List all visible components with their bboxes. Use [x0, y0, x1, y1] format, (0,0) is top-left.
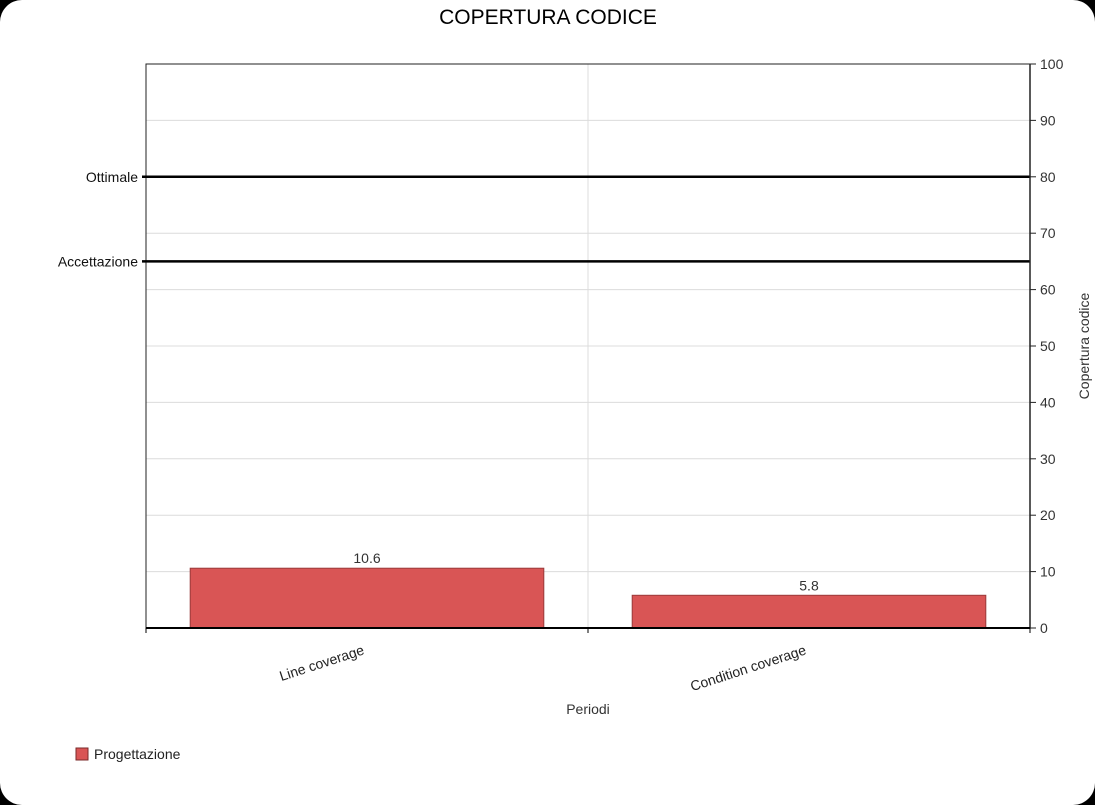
data-label-bg — [347, 550, 387, 568]
data-label: 10.6 — [353, 550, 380, 566]
y-axis-ticks: 0 10 20 30 40 50 60 70 80 90 100 — [1029, 56, 1064, 636]
x-tick-label: Condition coverage — [688, 642, 808, 695]
y-tick-label: 20 — [1040, 507, 1056, 523]
y-tick-label: 100 — [1040, 56, 1064, 72]
chart-title: COPERTURA CODICE — [439, 6, 657, 29]
reference-line-label: Accettazione — [58, 253, 138, 269]
reference-lines: Ottimale Accettazione — [58, 169, 1030, 269]
y-tick-label: 0 — [1040, 620, 1048, 636]
x-tick-label: Line coverage — [277, 642, 366, 684]
y-tick-label: 50 — [1040, 338, 1056, 354]
y-tick-label: 90 — [1040, 112, 1056, 128]
y-tick-label: 60 — [1040, 282, 1056, 298]
legend-swatch — [75, 747, 89, 761]
y-tick-label: 10 — [1040, 564, 1056, 580]
y-axis-label: Copertura codice — [1076, 292, 1092, 399]
y-tick-label: 80 — [1040, 169, 1056, 185]
reference-line-label: Ottimale — [86, 169, 138, 185]
legend-label: Progettazione — [94, 746, 181, 762]
bars: 10.6 5.8 — [189, 550, 987, 629]
y-tick-label: 70 — [1040, 225, 1056, 241]
y-tick-label: 30 — [1040, 451, 1056, 467]
data-label-bg — [789, 577, 829, 595]
bar — [631, 594, 987, 629]
x-axis-label: Periodi — [566, 701, 610, 717]
grid — [146, 64, 1030, 628]
x-axis: Line coverage Condition coverage — [145, 627, 1031, 695]
legend: Progettazione — [75, 746, 181, 762]
y-tick-label: 40 — [1040, 394, 1056, 410]
data-label: 5.8 — [799, 577, 819, 593]
bar — [189, 567, 545, 629]
